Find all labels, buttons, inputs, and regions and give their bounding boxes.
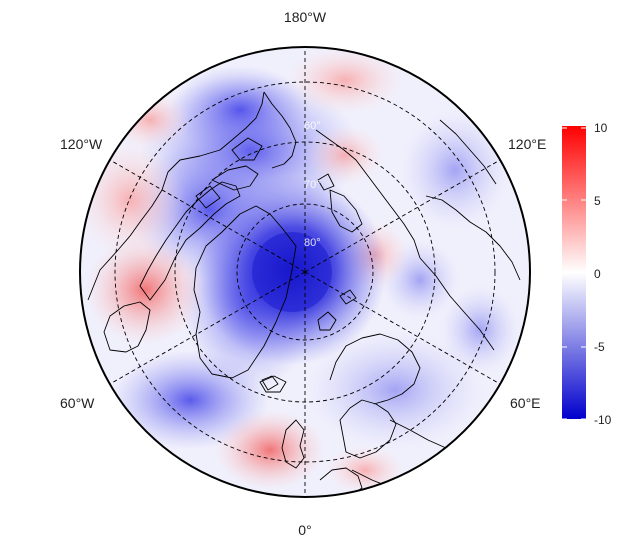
greenland-coastline: [193, 205, 297, 379]
longitude-label-60w: 60°W: [60, 395, 95, 411]
british-isles-coastline: [281, 419, 305, 469]
colorbar-label-0: 0: [594, 267, 601, 281]
scandinavia-coastline: [329, 333, 421, 405]
latitude-circle-80: [236, 203, 374, 341]
colorbar: 10 5 0 -5 -10: [562, 121, 612, 427]
longitude-label-180w: 180°W: [284, 9, 327, 25]
north-america-coastline: [87, 91, 265, 301]
latitude-label-60: 60°: [304, 120, 321, 132]
colorbar-label-minus-5: -5: [594, 340, 605, 354]
graticule: [109, 47, 501, 497]
latitude-labels: 60° 70° 80°: [304, 120, 321, 249]
meridian-120e: [304, 159, 501, 273]
longitude-label-60e: 60°E: [510, 395, 541, 411]
meridian-120w: [109, 159, 306, 273]
latitude-label-80: 80°: [304, 237, 321, 249]
map-boundary: [79, 46, 531, 498]
svalbard-coastline: [317, 311, 337, 331]
colorbar-label-5: 5: [594, 194, 601, 208]
siberia-coastline: [315, 129, 421, 259]
longitude-label-120e: 120°E: [508, 136, 546, 152]
colorbar-ticks: [562, 127, 586, 420]
colorbar-label-10: 10: [594, 121, 608, 135]
canadian-archipelago-coastline: [139, 181, 241, 301]
iceland-coastline: [259, 375, 287, 393]
latitude-circle-60: [114, 81, 496, 463]
colorbar-label-minus-10: -10: [594, 413, 612, 427]
longitude-label-0: 0°: [298, 522, 311, 538]
latitude-label-70: 70°: [304, 179, 321, 191]
longitude-label-120w: 120°W: [60, 136, 103, 152]
coastlines: [87, 91, 521, 497]
alaska-coastline: [263, 91, 297, 169]
meridian-60e: [304, 271, 501, 385]
meridian-60w: [109, 271, 306, 385]
